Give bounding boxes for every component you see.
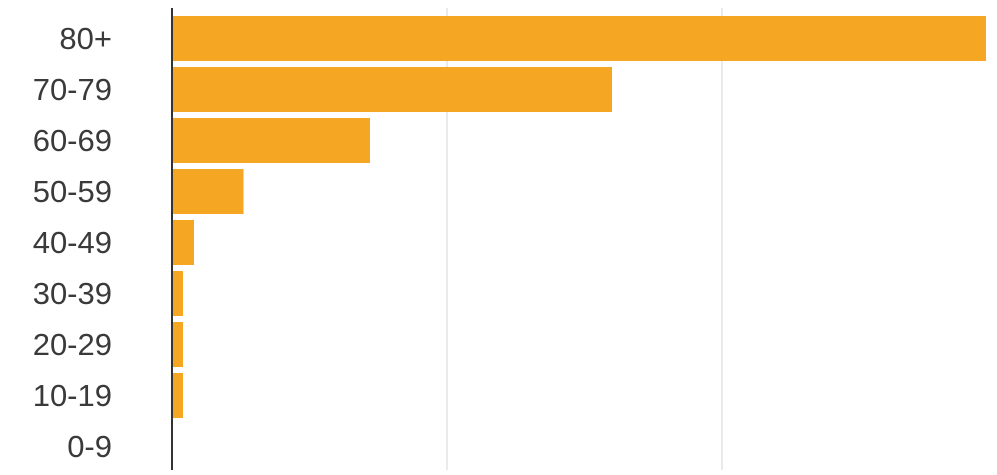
bar-20-29 [172,322,183,367]
category-label: 70-79 [33,72,112,107]
category-label: 40-49 [33,225,112,260]
bar-60-69 [172,118,370,163]
category-label: 50-59 [33,174,112,209]
bars [172,16,986,418]
bar-70-79 [172,67,612,112]
category-label: 20-29 [33,327,112,362]
bar-50-59 [172,169,244,214]
category-labels: 80+ 70-79 60-69 50-59 40-49 30-39 20-29 10-19 0-… [33,21,112,464]
bar-80+ [172,16,986,61]
category-label: 80+ [59,21,112,56]
category-label: 10-19 [33,378,112,413]
category-label: 30-39 [33,276,112,311]
bar-40-49 [172,220,194,265]
bar-10-19 [172,373,183,418]
bar-30-39 [172,271,183,316]
category-label: 0-9 [67,429,112,464]
category-label: 60-69 [33,123,112,158]
